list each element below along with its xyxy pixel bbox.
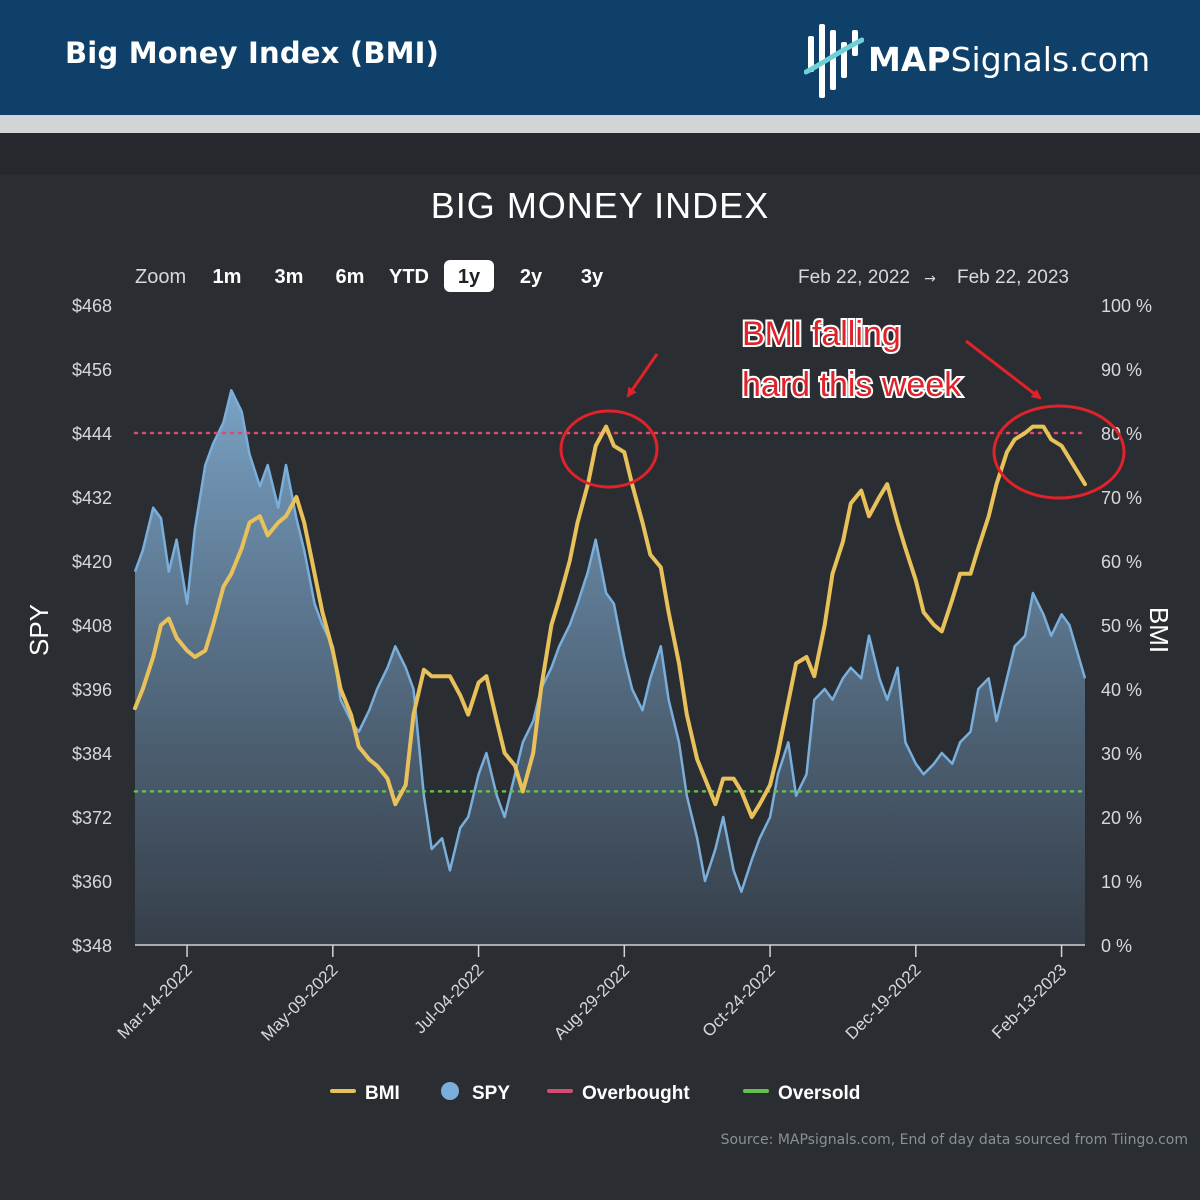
zoom-option-ytd[interactable]: YTD	[389, 266, 429, 288]
right-tick-label: 50 %	[1101, 616, 1142, 636]
bmi-line	[133, 424, 1087, 819]
left-tick-label: $408	[72, 616, 112, 636]
bmi-chart: BIG MONEY INDEX Zoom 1m 3m 6m YTD 1y 2y 3y Feb…	[24, 185, 1188, 1148]
legend-item-spy[interactable]: SPY	[441, 1082, 510, 1104]
right-tick-label: 30 %	[1101, 744, 1142, 764]
left-tick-label: $360	[72, 872, 112, 892]
logo-wordmark: MAPSignals.com	[868, 40, 1150, 79]
right-tick-label: 70 %	[1101, 488, 1142, 508]
legend-swatch	[330, 1089, 356, 1093]
left-tick-label: $384	[72, 744, 112, 764]
legend-item-overbought[interactable]: Overbought	[547, 1083, 690, 1104]
legend-swatch	[547, 1089, 573, 1093]
right-tick-label: 0 %	[1101, 936, 1132, 956]
range-from[interactable]: Feb 22, 2022	[798, 267, 910, 288]
page-title: Big Money Index (BMI)	[65, 36, 440, 70]
peak-arrow-icon	[626, 353, 659, 398]
right-tick-label: 90 %	[1101, 360, 1142, 380]
x-tick-label: Jul-04-2022	[410, 960, 487, 1037]
left-tick-label: $432	[72, 488, 112, 508]
legend-label: Oversold	[778, 1083, 860, 1104]
zoom-option-6m[interactable]: 6m	[336, 266, 365, 288]
zoom-option-3y[interactable]: 3y	[581, 266, 604, 288]
x-tick-label: May-09-2022	[257, 960, 341, 1044]
recent-arrow-icon	[965, 339, 1042, 400]
legend-label: SPY	[472, 1083, 510, 1104]
x-tick-label: Feb-13-2023	[988, 960, 1070, 1042]
range-arrow: →	[924, 271, 936, 287]
left-tick-label: $456	[72, 360, 112, 380]
annotation-line-2: hard this week	[742, 366, 962, 404]
legend-item-oversold[interactable]: Oversold	[743, 1083, 860, 1104]
peak-highlight-circle	[559, 409, 659, 489]
left-tick-label: $444	[72, 424, 112, 444]
zoom-label: Zoom	[135, 266, 186, 288]
legend-item-bmi[interactable]: BMI	[330, 1083, 400, 1104]
right-tick-label: 80 %	[1101, 424, 1142, 444]
legend: BMI SPY Overbought Oversold	[330, 1082, 860, 1104]
left-tick-label: $396	[72, 680, 112, 700]
logo-mark-icon	[804, 24, 864, 98]
chart-panel: BIG MONEY INDEX Zoom 1m 3m 6m YTD 1y 2y 3y Feb…	[0, 175, 1200, 1200]
left-axis-label: SPY	[24, 604, 54, 656]
right-tick-label: 60 %	[1101, 552, 1142, 572]
spy-area	[135, 390, 1085, 945]
legend-label: Overbought	[582, 1083, 690, 1104]
right-tick-label: 40 %	[1101, 680, 1142, 700]
left-axis-ticks: $468 $456 $444 $432 $420 $408 $396 $384 $372 $360…	[72, 296, 112, 956]
left-tick-label: $420	[72, 552, 112, 572]
legend-label: BMI	[365, 1083, 400, 1104]
spy-line	[133, 389, 1087, 893]
logo-bold-text: MAP	[868, 40, 951, 79]
recent-highlight-circle	[992, 404, 1126, 500]
zoom-buttons: 1m 3m 6m YTD 1y 2y 3y	[213, 260, 604, 292]
x-tick-label: Aug-29-2022	[550, 960, 633, 1043]
zoom-option-1m[interactable]: 1m	[213, 266, 242, 288]
right-axis-ticks: 100 % 90 % 80 % 70 % 60 % 50 % 40 % 30 % 20 % 10 …	[1101, 296, 1152, 956]
source-note: Source: MAPsignals.com, End of day data …	[721, 1132, 1188, 1148]
zoom-selected-bg[interactable]	[444, 260, 494, 292]
legend-swatch	[743, 1089, 769, 1093]
header-banner: Big Money Index (BMI) MAPSignals.com	[0, 0, 1200, 115]
right-tick-label: 20 %	[1101, 808, 1142, 828]
x-tick-label: Mar-14-2022	[114, 960, 196, 1042]
chart-title: BIG MONEY INDEX	[431, 185, 769, 226]
x-tick-label: Oct-24-2022	[699, 960, 779, 1040]
legend-swatch	[441, 1082, 459, 1100]
zoom-option-3m[interactable]: 3m	[275, 266, 304, 288]
x-tick-label: Dec-19-2022	[842, 960, 925, 1043]
left-tick-label: $372	[72, 808, 112, 828]
range-to[interactable]: Feb 22, 2023	[957, 267, 1069, 288]
right-axis-label: BMI	[1144, 607, 1174, 653]
zoom-option-2y[interactable]: 2y	[520, 266, 543, 288]
right-tick-label: 10 %	[1101, 872, 1142, 892]
annotation-line-1: BMI falling	[742, 315, 901, 353]
x-axis-ticks: Mar-14-2022 May-09-2022 Jul-04-2022 Aug-29-…	[114, 945, 1070, 1045]
left-tick-label: $468	[72, 296, 112, 316]
left-tick-label: $348	[72, 936, 112, 956]
right-tick-label: 100 %	[1101, 296, 1152, 316]
brand-logo[interactable]: MAPSignals.com	[804, 22, 1184, 102]
logo-rest-text: Signals.com	[950, 40, 1151, 79]
zoom-option-1y[interactable]: 1y	[458, 266, 481, 288]
header-divider	[0, 115, 1200, 133]
plot-area	[133, 389, 1087, 945]
